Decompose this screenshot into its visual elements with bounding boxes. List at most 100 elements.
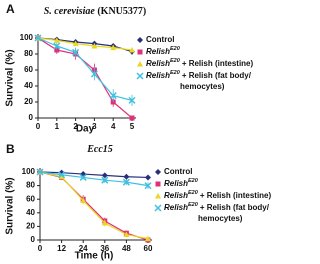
- legend-sup: E20: [170, 70, 180, 76]
- marker: [154, 204, 162, 212]
- legend-name: Relish: [164, 203, 188, 212]
- title-suffix: (KNU5377): [97, 6, 146, 17]
- legend-name: Control: [146, 35, 174, 44]
- marker: [101, 176, 109, 184]
- legend-name: Relish: [146, 71, 170, 80]
- marker: [58, 171, 66, 179]
- marker: [72, 48, 80, 56]
- title-main: S. cerevisiae: [44, 6, 96, 17]
- x-tick-label: 3: [92, 122, 97, 131]
- y-axis-label: Survival (%): [5, 177, 16, 234]
- y-tick-label: 60: [24, 65, 33, 74]
- x-tick-label: 0: [38, 244, 43, 253]
- series-line: [39, 171, 149, 241]
- marker: [36, 168, 44, 176]
- marker: [80, 197, 87, 204]
- legend-sup: E20: [188, 190, 198, 196]
- legend-name: Control: [164, 167, 192, 176]
- y-tick-label: 40: [24, 81, 33, 90]
- chart-title: Ecc15: [86, 144, 113, 155]
- marker: [137, 61, 143, 67]
- legend-sup: E20: [188, 202, 198, 208]
- y-tick-label: 20: [26, 222, 35, 231]
- legend-entry-line2: hemocytes): [198, 214, 243, 223]
- legend-name: Relish: [164, 179, 188, 188]
- series-line: [39, 171, 149, 240]
- marker: [91, 43, 98, 49]
- x-tick-label: 24: [79, 244, 88, 253]
- marker: [90, 70, 98, 78]
- legend-sup: E20: [188, 178, 198, 184]
- legend-entry: RelishE20 + Relish (fat body/: [146, 70, 252, 80]
- marker: [144, 182, 152, 190]
- x-tick-label: 1: [55, 122, 60, 131]
- marker: [129, 47, 135, 53]
- marker: [122, 178, 130, 186]
- marker: [79, 173, 87, 181]
- marker: [137, 49, 143, 55]
- panel-letter: B: [6, 142, 15, 156]
- marker: [58, 173, 65, 180]
- series-line: [39, 171, 149, 179]
- legend-entry: Control: [146, 35, 174, 44]
- marker: [123, 173, 130, 180]
- marker: [136, 72, 144, 80]
- legend-entry: RelishE20 + Relish (intestine): [146, 58, 253, 68]
- series-line: [37, 37, 133, 101]
- marker: [101, 172, 108, 179]
- y-axis-label: Survival (%): [5, 49, 16, 106]
- marker: [129, 115, 135, 121]
- marker: [53, 37, 60, 43]
- marker: [110, 44, 117, 51]
- x-tick-label: 2: [73, 122, 78, 131]
- y-tick-label: 100: [22, 167, 36, 176]
- legend-entry-line2: hemocytes): [180, 82, 225, 91]
- legend-suffix: + Relish (fat body/: [182, 71, 252, 80]
- y-tick-label: 40: [26, 208, 35, 217]
- marker: [145, 174, 151, 181]
- legend-name: Relish: [164, 191, 188, 200]
- y-tick-label: 20: [24, 97, 33, 106]
- marker: [155, 181, 161, 187]
- marker: [137, 37, 143, 43]
- y-tick-label: 80: [24, 49, 33, 58]
- x-tick-label: 0: [36, 122, 41, 131]
- legend-name: Relish: [146, 59, 170, 68]
- legend-name: Relish: [146, 47, 170, 56]
- legend-entry: RelishE20: [146, 46, 180, 56]
- chart-title: S. cerevisiae (KNU5377): [44, 6, 146, 17]
- series-line: [37, 37, 133, 51]
- legend-sup: E20: [170, 46, 180, 52]
- x-axis-label: Day: [76, 124, 95, 135]
- x-axis-label: Time (h): [75, 251, 114, 262]
- marker: [54, 47, 60, 53]
- legend-entry: Control: [164, 167, 192, 176]
- y-tick-label: 80: [26, 181, 35, 190]
- series-line: [37, 37, 133, 119]
- marker: [128, 96, 136, 104]
- legend-entry: RelishE20: [164, 178, 198, 188]
- marker: [34, 34, 42, 42]
- legend-suffix: + Relish (intestine): [200, 191, 272, 200]
- x-tick-label: 48: [122, 244, 131, 253]
- y-tick-label: 0: [31, 235, 36, 244]
- legend-entry: RelishE20 + Relish (intestine): [164, 190, 271, 200]
- legend-suffix: + Relish (intestine): [182, 59, 254, 68]
- legend-suffix: + Relish (fat body/: [200, 203, 270, 212]
- series-line: [39, 171, 149, 187]
- marker: [53, 42, 61, 50]
- legend-sup: E20: [170, 58, 180, 64]
- marker: [123, 231, 130, 238]
- marker: [145, 235, 151, 242]
- marker: [155, 169, 161, 175]
- marker: [155, 193, 161, 199]
- title-main: Ecc15: [86, 144, 113, 155]
- x-tick-label: 4: [111, 122, 116, 131]
- y-tick-label: 0: [29, 113, 34, 122]
- marker: [109, 92, 117, 100]
- x-tick-label: 60: [144, 244, 153, 253]
- legend-entry: RelishE20 + Relish (fat body/: [164, 202, 270, 212]
- x-tick-label: 36: [100, 244, 109, 253]
- x-tick-label: 5: [130, 122, 135, 131]
